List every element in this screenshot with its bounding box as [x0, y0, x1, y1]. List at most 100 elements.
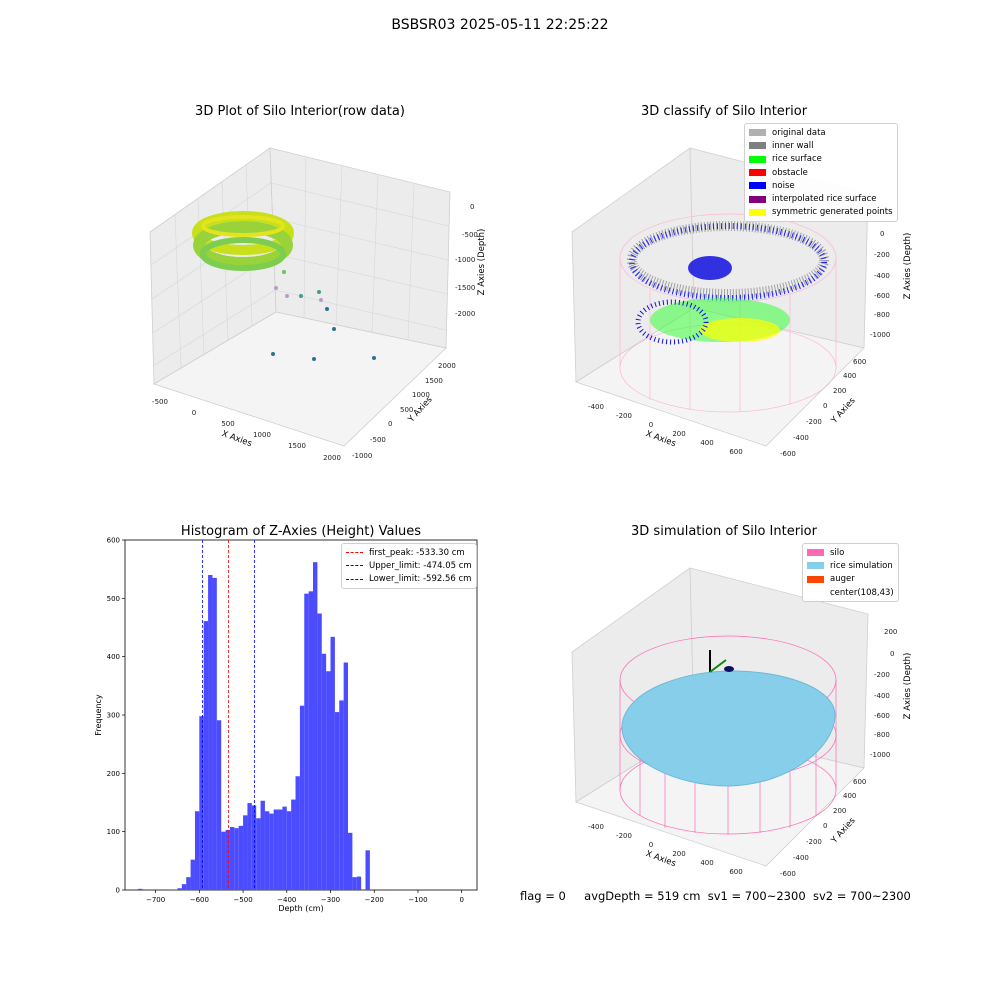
cls-x-tick: 200	[672, 430, 685, 438]
status-avg-depth: avgDepth = 519 cm	[584, 889, 701, 903]
histogram-bar	[291, 799, 296, 890]
legend-entry: silo	[807, 546, 894, 559]
cls-z-tick: -600	[874, 292, 890, 300]
histogram-bar	[264, 811, 270, 890]
legend-label: rice simulation	[830, 560, 893, 571]
histogram-bar	[229, 827, 235, 890]
legend-entry: rice surface	[749, 153, 893, 166]
sim-z-tick: -200	[874, 671, 890, 679]
raw-z-tick: -500	[462, 231, 478, 239]
cls-y-tick: 600	[853, 358, 866, 366]
raw-z-tick: -2000	[455, 310, 475, 318]
legend-label: Lower_limit: -592.56 cm	[369, 574, 472, 585]
cls-y-tick: -200	[806, 418, 822, 426]
sim-silo-wire	[619, 635, 837, 835]
cls-y-tick: 200	[833, 387, 846, 395]
histogram-bar	[181, 884, 187, 890]
histogram-bar	[352, 877, 357, 890]
sim-z-tick: -400	[874, 692, 890, 700]
cls-back-left-pane	[571, 147, 695, 383]
cls-z-tick: -800	[874, 311, 890, 319]
histogram-x-label: Depth (cm)	[278, 904, 323, 913]
figure-title: BSBSR03 2025-05-11 22:25:22	[391, 17, 609, 33]
histogram-y-tick-label: 0	[116, 887, 120, 895]
histogram-bar	[251, 805, 257, 890]
histogram-title: Histogram of Z-Axies (Height) Values	[180, 524, 422, 539]
raw-y-tick: 1500	[425, 377, 443, 385]
raw-back-left-pane	[149, 147, 277, 385]
legend-swatch	[346, 552, 363, 554]
histogram-y-tick-label: 100	[107, 828, 120, 836]
legend-swatch	[749, 208, 766, 216]
raw-x-tick: 1500	[288, 442, 306, 450]
panel4-title: 3D simulation of Silo Interior	[631, 524, 817, 539]
histogram-bar	[256, 818, 261, 890]
histogram-bar	[348, 832, 353, 890]
classify-legend: original data inner wall rice surface obsta…	[744, 123, 898, 223]
sim-floor-pane	[575, 727, 865, 867]
raw-y-tick: 500	[400, 406, 413, 414]
legend-label: inner wall	[772, 140, 814, 151]
histogram-bar	[326, 671, 331, 890]
cls-z-tick: 0	[880, 230, 884, 238]
sim-z-tick: 0	[890, 650, 894, 658]
sim-x-label: X Axies	[644, 849, 677, 869]
histogram-x-tick-label: −600	[190, 896, 209, 904]
legend-entry: Lower_limit: -592.56 cm	[346, 573, 472, 586]
histogram-bar	[365, 850, 370, 890]
histogram-y-tick-label: 200	[107, 770, 120, 778]
histogram-bar	[334, 712, 340, 890]
histogram-bar	[343, 662, 349, 890]
histogram-bar	[194, 811, 200, 890]
raw-y-tick: 2000	[438, 362, 456, 370]
legend-swatch	[807, 549, 824, 557]
sim-x-tick: -400	[588, 823, 604, 831]
legend-label: silo	[830, 547, 845, 558]
sim-y-tick: -200	[806, 838, 822, 846]
raw-y-tick: 0	[388, 420, 392, 428]
panel2-title: 3D classify of Silo Interior	[640, 104, 808, 119]
sim-x-tick: -200	[616, 832, 632, 840]
sim-y-tick: 600	[853, 778, 866, 786]
histogram-bar	[295, 776, 300, 890]
cls-x-tick: 600	[729, 448, 742, 456]
cls-x-tick: -400	[588, 403, 604, 411]
raw-y-tick: 1000	[412, 391, 430, 399]
raw-back-right-pane	[269, 147, 451, 349]
legend-entry: symmetric generated points	[749, 206, 893, 219]
sim-y-tick: 200	[833, 807, 846, 815]
legend-label: rice surface	[772, 154, 822, 165]
histogram-bar	[282, 806, 287, 890]
legend-swatch	[807, 562, 824, 570]
raw-y-label: Y Axies	[406, 394, 435, 425]
sim-x-tick: 600	[729, 868, 742, 876]
cls-z-label: Z Axies (Depth)	[903, 233, 913, 300]
raw-z-tick: -1000	[455, 256, 475, 264]
legend-label: Upper_limit: -474.05 cm	[369, 560, 472, 571]
histogram-bar	[339, 700, 344, 890]
legend-swatch	[807, 589, 824, 596]
raw-y-tick: -500	[370, 436, 386, 444]
histogram-bars	[138, 562, 370, 890]
histogram-bar	[225, 829, 230, 890]
legend-entry: original data	[749, 126, 893, 139]
legend-label: auger	[830, 574, 855, 585]
histogram-x-ticks: −700 −600 −500 −400 −300 −200 −100 0	[146, 890, 464, 904]
raw-x-tick: 500	[221, 420, 234, 428]
histogram-y-label: Frequency	[94, 694, 103, 736]
status-sv2: sv2 = 700~2300	[812, 889, 911, 903]
cls-silo-wire	[619, 213, 837, 413]
legend-label: first_peak: -533.30 cm	[369, 547, 465, 558]
sim-z-tick: -1000	[870, 751, 890, 759]
legend-entry: obstacle	[749, 166, 893, 179]
histogram-x-tick-label: −300	[321, 896, 340, 904]
sim-z-tick: 200	[884, 628, 897, 636]
histogram-bar	[317, 613, 322, 890]
raw-x-tick: 0	[192, 409, 196, 417]
legend-label: interpolated rice surface	[772, 194, 877, 205]
sim-z-tick: -600	[874, 712, 890, 720]
histogram-x-tick-label: −100	[408, 896, 427, 904]
histogram-y-tick-label: 400	[107, 653, 120, 661]
histogram-bar	[177, 888, 182, 890]
histogram-bar	[208, 575, 213, 890]
